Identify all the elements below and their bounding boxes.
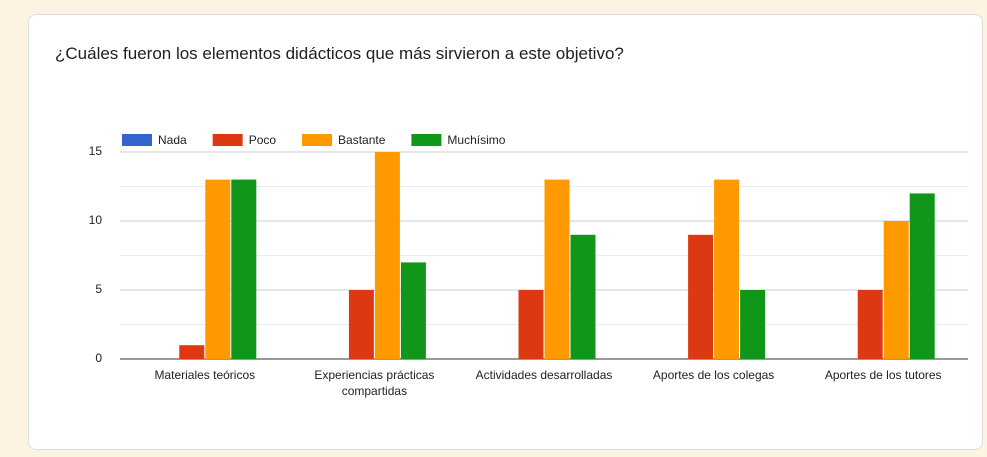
legend-swatch bbox=[122, 134, 152, 146]
legend-label: Nada bbox=[158, 133, 187, 147]
legend-swatch bbox=[411, 134, 442, 146]
x-tick-label: Aportes de los colegas bbox=[652, 368, 775, 382]
bar bbox=[348, 290, 374, 359]
bar bbox=[883, 221, 909, 359]
bar bbox=[857, 290, 883, 359]
bar bbox=[909, 193, 935, 359]
y-tick-label: 5 bbox=[95, 282, 102, 296]
bar bbox=[205, 179, 231, 359]
chart-title: ¿Cuáles fueron los elementos didácticos … bbox=[55, 44, 624, 63]
bar bbox=[688, 234, 714, 359]
legend-label: Bastante bbox=[338, 133, 386, 147]
y-tick-label: 10 bbox=[89, 213, 103, 227]
y-tick-label: 0 bbox=[95, 351, 102, 365]
bar bbox=[544, 179, 570, 359]
bar bbox=[714, 179, 740, 359]
legend-label: Poco bbox=[249, 133, 277, 147]
bar bbox=[518, 290, 544, 359]
bar bbox=[570, 234, 596, 359]
bar bbox=[231, 179, 257, 359]
bar bbox=[740, 290, 766, 359]
legend-swatch bbox=[212, 134, 243, 146]
legend-swatch bbox=[302, 134, 333, 146]
legend-label: Muchísimo bbox=[447, 133, 505, 147]
y-tick-label: 15 bbox=[89, 144, 103, 158]
x-tick-label: Experiencias prácticas compartidas bbox=[314, 368, 435, 398]
bar bbox=[400, 262, 426, 359]
card bbox=[28, 14, 983, 450]
bar bbox=[374, 152, 400, 359]
bar bbox=[179, 345, 205, 359]
x-tick-label: Aportes de los tutores bbox=[824, 368, 942, 382]
x-tick-label: Actividades desarrolladas bbox=[475, 368, 613, 382]
x-tick-label: Materiales teóricos bbox=[154, 368, 256, 382]
